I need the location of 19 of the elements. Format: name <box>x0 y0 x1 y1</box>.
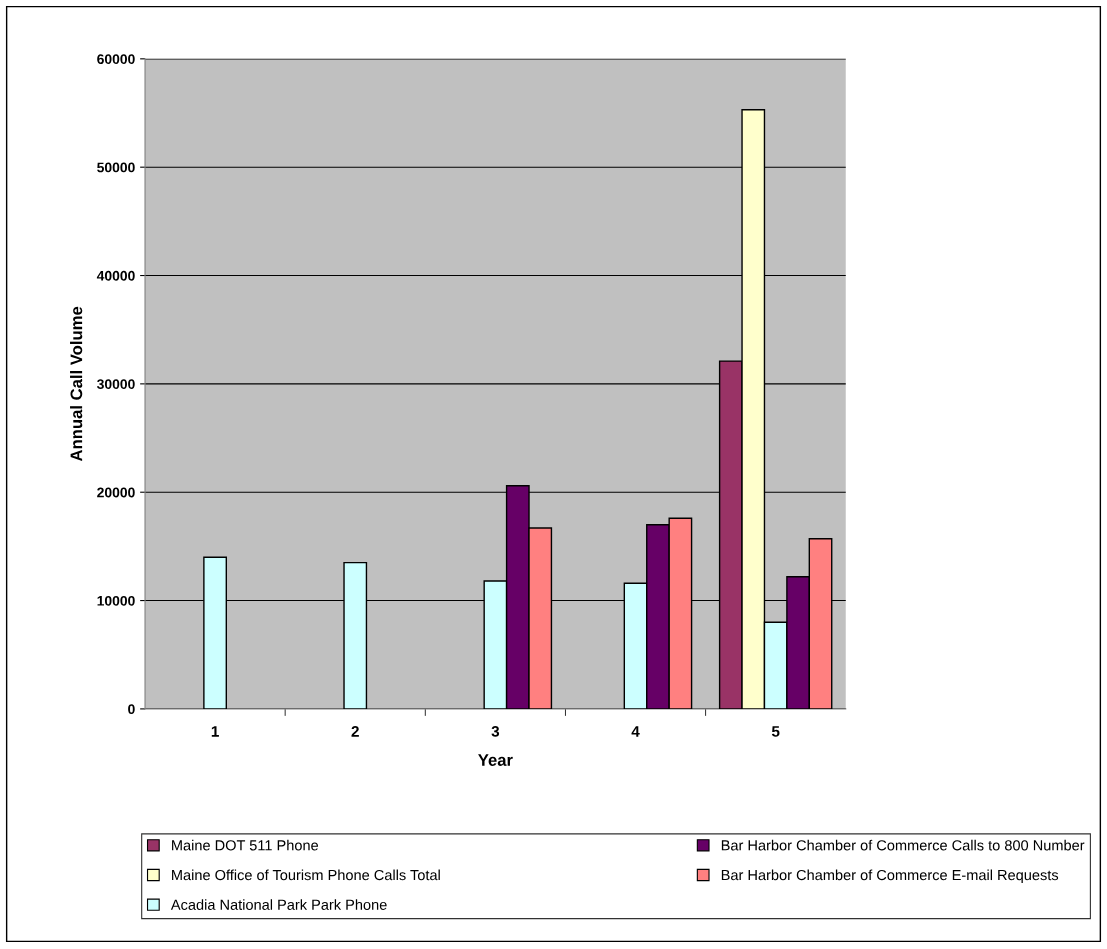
y-tick-label: 0 <box>128 704 135 715</box>
y-tick-label: 30000 <box>97 379 135 390</box>
y-tick-label: 20000 <box>97 487 135 498</box>
x-tick-label: 5 <box>771 726 780 737</box>
x-tick-label: 3 <box>491 725 500 737</box>
y-axis-title: Annual Call Volume <box>70 306 83 462</box>
y-tick-label: 50000 <box>97 162 135 173</box>
y-tick-label: 40000 <box>96 270 135 281</box>
x-axis-title: Year <box>478 754 513 766</box>
x-tick-label: 4 <box>631 726 640 737</box>
legend-label: Bar Harbor Chamber of Commerce E-mail Requests <box>721 869 1059 884</box>
x-tick-label: 2 <box>351 725 359 737</box>
legend-label: Bar Harbor Chamber of Commerce Calls to 800 Number <box>721 839 1085 851</box>
y-tick-label: 60000 <box>97 54 135 65</box>
x-tick-label: 1 <box>211 726 219 737</box>
legend-label: Acadia National Park Park Phone <box>170 899 387 910</box>
legend-label: Maine DOT 511 Phone <box>172 839 319 851</box>
legend-label: Maine Office of Tourism Phone Calls Total <box>172 869 440 881</box>
y-tick-label: 10000 <box>97 595 135 606</box>
